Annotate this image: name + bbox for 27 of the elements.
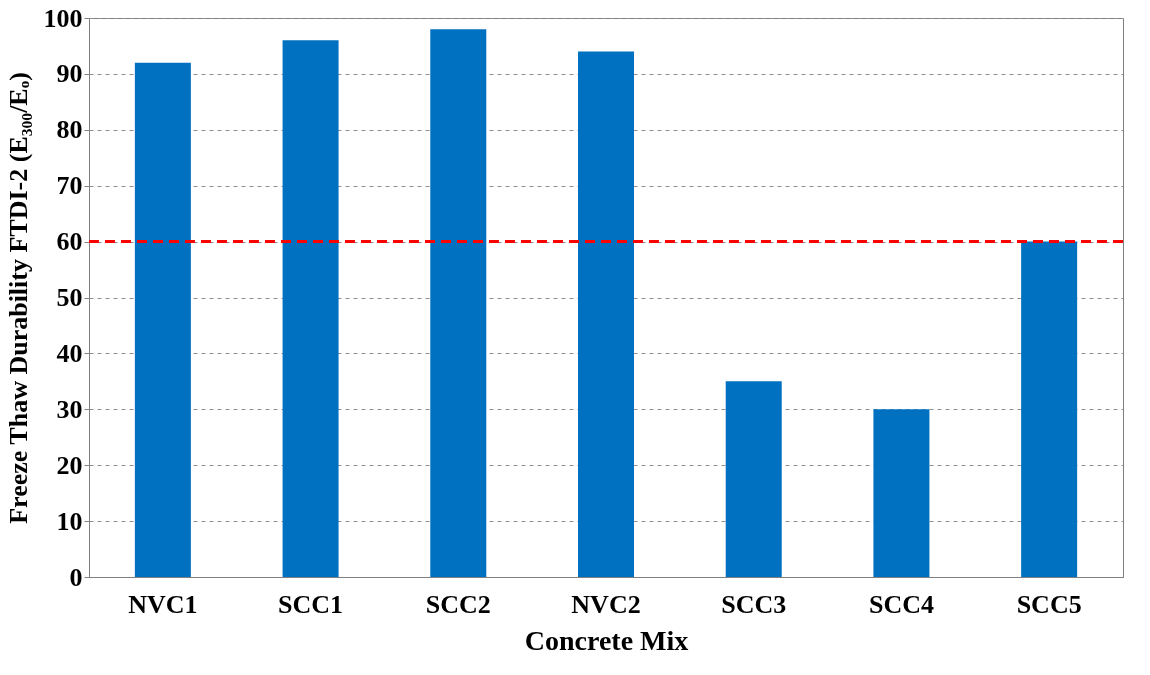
y-tick-label: 70 [56,171,83,201]
x-tick-label: SCC2 [425,589,491,619]
bar [873,409,930,577]
x-tick-label: NVC2 [571,589,641,619]
x-tick-label: SCC4 [868,589,934,619]
x-tick-label: NVC1 [128,589,198,619]
y-tick-label: 50 [56,283,83,312]
bar [430,29,487,577]
y-tick-label: 10 [56,506,83,536]
y-tick-label: 100 [43,3,83,33]
y-tick-label: 20 [56,450,83,480]
y-tick-label: 80 [56,115,83,145]
x-axis-title: Concrete Mix [524,624,689,656]
bar [282,40,339,577]
y-tick-label: 40 [56,338,83,368]
y-tick-label: 60 [56,227,83,257]
x-tick-label: SCC5 [1016,589,1082,619]
bar [725,381,782,577]
y-axis-title: Freeze Thaw Durability FTDI-2 (E₃₀₀/Eₒ) [3,72,33,524]
x-tick-label: SCC1 [278,589,344,619]
bar [1021,241,1078,577]
bar [578,51,634,577]
bar [134,62,191,577]
x-tick-label: SCC3 [721,589,787,619]
y-tick-label: 30 [56,394,83,424]
y-tick-label: 0 [69,562,83,592]
y-tick-label: 90 [56,59,83,89]
